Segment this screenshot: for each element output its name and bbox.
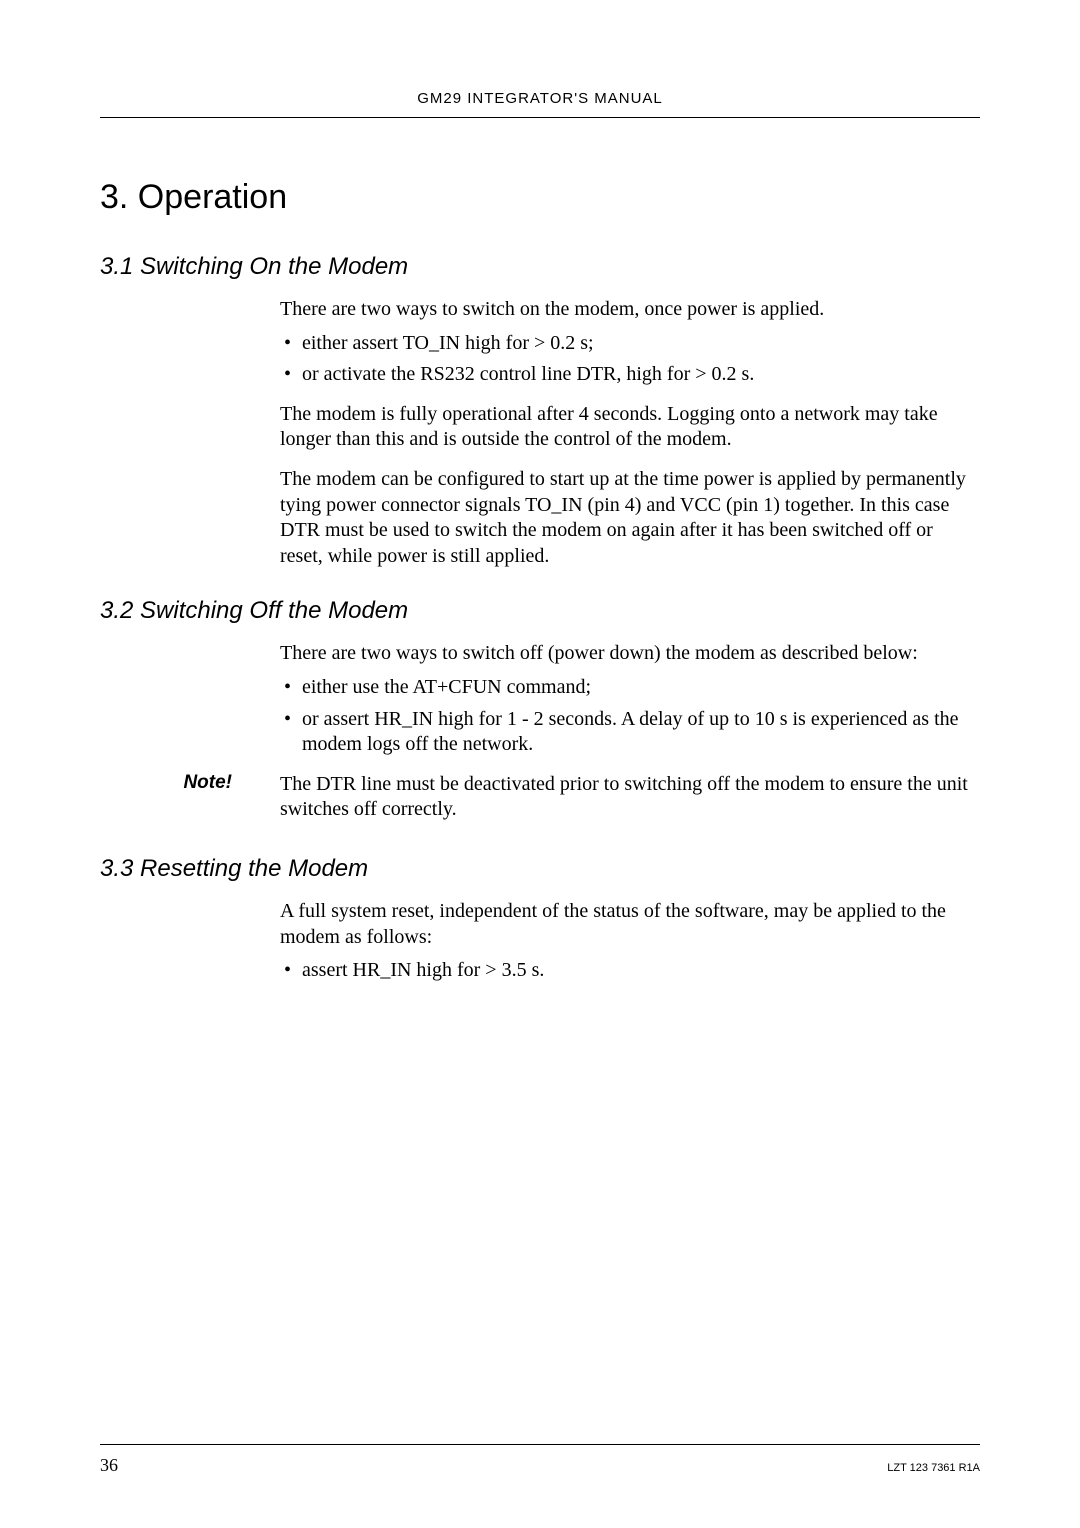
bullet-list: either use the AT+CFUN command; or asser… (280, 675, 980, 758)
section-heading-3-3: 3.3 Resetting the Modem (100, 855, 980, 883)
note-body: The DTR line must be deactivated prior t… (280, 772, 980, 827)
paragraph: The modem is fully operational after 4 s… (280, 402, 980, 453)
list-item: either assert TO_IN high for > 0.2 s; (280, 331, 980, 357)
document-code: LZT 123 7361 R1A (887, 1462, 980, 1474)
bullet-list: either assert TO_IN high for > 0.2 s; or… (280, 331, 980, 388)
paragraph: A full system reset, independent of the … (280, 899, 980, 950)
section-body-3-3: A full system reset, independent of the … (280, 899, 980, 984)
page-footer: 36 LZT 123 7361 R1A (100, 1444, 980, 1476)
paragraph: There are two ways to switch on the mode… (280, 297, 980, 323)
paragraph: There are two ways to switch off (power … (280, 641, 980, 667)
paragraph: The DTR line must be deactivated prior t… (280, 772, 980, 823)
list-item: assert HR_IN high for > 3.5 s. (280, 958, 980, 984)
page: GM29 INTEGRATOR'S MANUAL 3. Operation 3.… (0, 0, 1080, 984)
section-body-3-2: There are two ways to switch off (power … (280, 641, 980, 757)
chapter-title: 3. Operation (100, 178, 980, 217)
running-header: GM29 INTEGRATOR'S MANUAL (100, 90, 980, 118)
bullet-list: assert HR_IN high for > 3.5 s. (280, 958, 980, 984)
list-item: or activate the RS232 control line DTR, … (280, 362, 980, 388)
note-label: Note! (100, 772, 280, 827)
section-heading-3-1: 3.1 Switching On the Modem (100, 253, 980, 281)
note-block: Note! The DTR line must be deactivated p… (100, 772, 980, 827)
section-body-3-1: There are two ways to switch on the mode… (280, 297, 980, 569)
page-number: 36 (100, 1455, 118, 1476)
list-item: or assert HR_IN high for 1 - 2 seconds. … (280, 707, 980, 758)
list-item: either use the AT+CFUN command; (280, 675, 980, 701)
section-heading-3-2: 3.2 Switching Off the Modem (100, 597, 980, 625)
paragraph: The modem can be configured to start up … (280, 467, 980, 569)
